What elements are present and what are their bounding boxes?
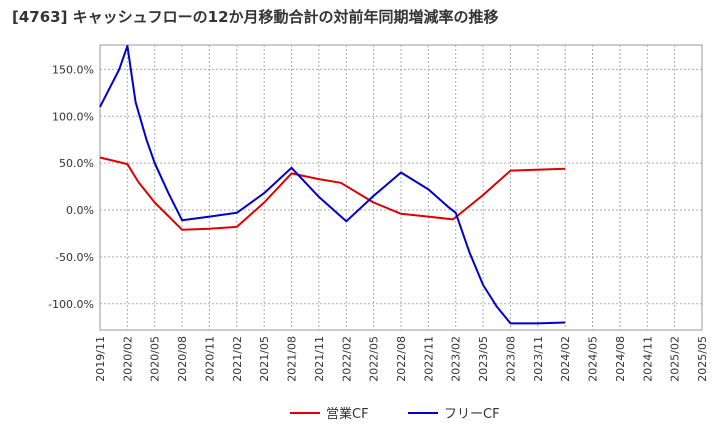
y-tick-label: 150.0% [52,63,94,76]
x-tick-label: 2022/08 [395,336,408,382]
x-tick-label: 2025/02 [669,336,682,382]
y-tick-label: 0.0% [66,204,94,217]
series-layer [99,44,566,325]
plot-area [99,44,703,331]
y-tick-label: 50.0% [59,157,94,170]
legend-label-1: 営業CF [326,406,369,422]
y-tick-label: 100.0% [52,110,94,123]
x-tick-label: 2024/11 [641,336,654,382]
legend: 営業CF フリーCF [290,406,500,422]
x-tick-label: 2021/02 [231,336,244,382]
x-tick-label: 2023/02 [450,336,463,382]
x-tick-label: 2022/11 [422,336,435,382]
x-tick-label: 2020/08 [176,336,189,382]
series-line-1 [99,156,566,231]
x-tick-label: 2023/08 [504,336,517,382]
grid-layer [100,45,702,330]
legend-label-2: フリーCF [444,407,500,422]
x-tick-label: 2021/11 [313,336,326,382]
x-tick-label: 2025/05 [696,336,709,382]
x-tick-label: 2024/05 [587,336,600,382]
x-tick-label: 2021/05 [258,336,271,382]
x-tick-label: 2019/11 [94,336,107,382]
x-tick-label: 2024/08 [614,336,627,382]
x-tick-label: 2020/11 [203,336,216,382]
x-tick-label: 2021/08 [286,336,299,382]
y-tick-label: -100.0% [48,298,94,311]
y-axis-ticks: 150.0% 100.0% 50.0% 0.0% -50.0% -100.0% [48,63,94,310]
x-tick-label: 2023/11 [532,336,545,382]
x-tick-label: 2020/05 [149,336,162,382]
x-tick-label: 2024/02 [559,336,572,382]
x-axis-ticks: 2019/11 2020/02 2020/05 2020/08 2020/11 2021/… [94,336,709,382]
x-tick-label: 2023/05 [477,336,490,382]
series-line-2 [99,44,566,325]
chart-title: [4763] キャッシュフローの12か月移動合計の対前年同期増減率の推移 [12,8,499,26]
x-tick-label: 2022/05 [368,336,381,382]
x-tick-label: 2020/02 [121,336,134,382]
y-tick-label: -50.0% [55,251,94,264]
x-tick-label: 2022/02 [340,336,353,382]
